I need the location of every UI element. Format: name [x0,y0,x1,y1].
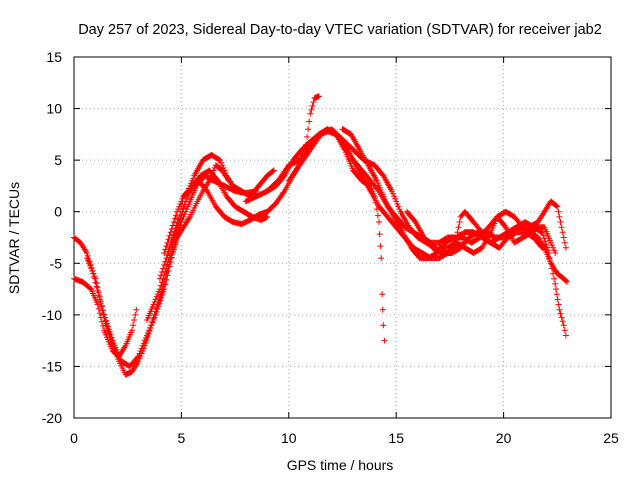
y-tick-label: 5 [54,152,62,168]
series-arc-13 [436,208,559,256]
axis-ticks: 0 5 10 15 20 25 -20 -15 -10 -5 0 5 10 15 [42,49,619,446]
y-tick-label: -10 [42,307,62,323]
x-tick-label: 20 [496,430,512,446]
chart-title: Day 257 of 2023, Sidereal Day-to-day VTE… [78,22,602,38]
x-axis-label: GPS time / hours [287,457,394,473]
data-points [71,93,570,378]
series-markers [436,208,559,256]
y-tick-label: -5 [50,255,63,271]
x-tick-label: 15 [388,430,404,446]
y-tick-label: 0 [54,204,62,220]
y-axis-label: SDTVAR / TECUs [6,182,22,294]
x-tick-label: 10 [281,430,297,446]
y-tick-label: 10 [46,101,62,117]
grid-lines [74,57,611,418]
y-tick-label: 15 [46,49,62,65]
y-tick-label: -15 [42,358,62,374]
x-tick-label: 5 [178,430,186,446]
x-tick-label: 25 [603,430,619,446]
x-tick-label: 0 [70,430,78,446]
y-tick-label: -20 [42,410,62,426]
